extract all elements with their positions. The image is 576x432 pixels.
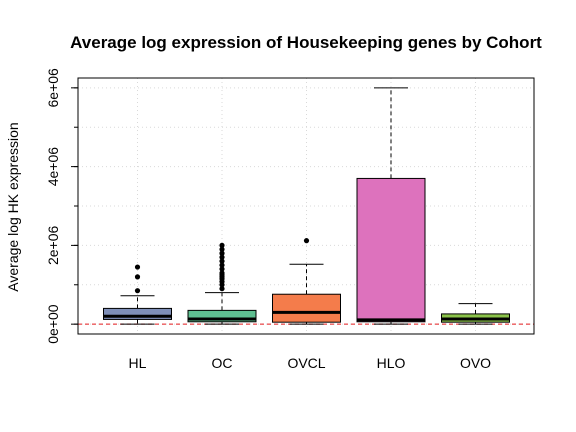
outlier-point — [134, 274, 141, 280]
outlier-point — [219, 286, 225, 292]
outlier-point — [219, 250, 225, 256]
box-body — [187, 309, 257, 323]
x-tick-label: OVO — [460, 355, 491, 371]
y-tick-label: 4e+06 — [45, 147, 61, 187]
y-tick-label: 0e+00 — [45, 304, 61, 344]
box-ovo — [441, 303, 510, 325]
y-tick-label: 2e+06 — [45, 226, 61, 266]
x-axis: HL OC OVCL HLO OVO — [129, 355, 492, 371]
outlier-point — [219, 262, 225, 268]
outlier-point — [303, 238, 310, 244]
chart-title: Average log expression of Housekeeping g… — [70, 33, 542, 52]
y-tick-label: 6e+06 — [45, 68, 61, 108]
outlier-point — [219, 246, 225, 252]
gridlines — [78, 78, 534, 334]
outlier-point — [219, 266, 225, 272]
box-body — [103, 307, 172, 320]
outlier-point — [219, 254, 225, 260]
x-tick-label: OVCL — [287, 355, 325, 371]
x-tick-label: OC — [212, 355, 233, 371]
y-axis-label: Average log HK expression — [5, 122, 21, 291]
x-tick-label: HL — [129, 355, 147, 371]
y-axis: 0e+00 2e+06 4e+06 6e+06 — [45, 68, 79, 344]
outlier-point — [219, 270, 225, 276]
box-body — [356, 177, 426, 323]
boxes-group — [103, 87, 510, 325]
outlier-point — [134, 288, 141, 294]
box-hlo — [356, 87, 426, 325]
box-body — [272, 293, 341, 323]
x-tick-label: HLO — [377, 355, 406, 371]
box-ovcl — [272, 238, 341, 325]
outlier-point — [219, 242, 225, 248]
box-hl — [103, 264, 172, 325]
outlier-point — [219, 258, 225, 264]
box-oc — [187, 242, 257, 325]
outlier-point — [134, 264, 141, 270]
